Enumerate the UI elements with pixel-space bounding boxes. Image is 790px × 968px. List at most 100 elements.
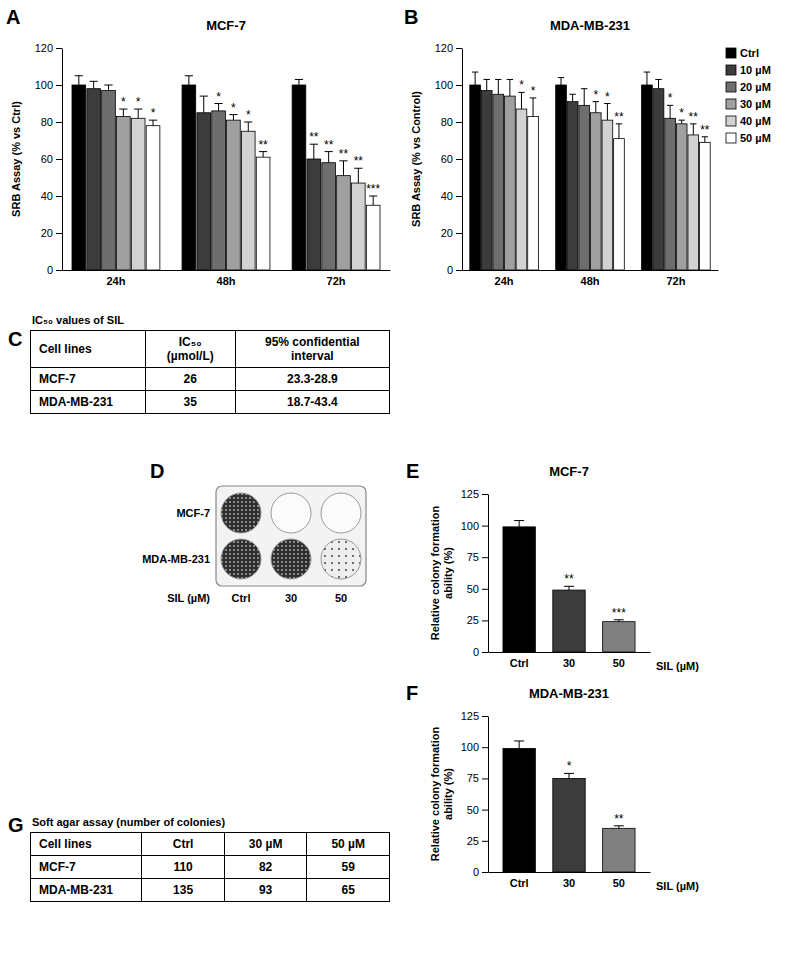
y-tick-label: 75: [467, 772, 479, 784]
y-tick-mark: [482, 589, 488, 590]
y-tick: 20: [41, 227, 62, 239]
y-tick: 100: [35, 79, 62, 91]
error-bar-cap: [472, 72, 478, 73]
y-tick: 20: [441, 227, 462, 239]
table-cell: 23.3-28.9: [235, 368, 389, 391]
panel-letter: E: [406, 460, 419, 482]
x-tick-label: 72h: [666, 275, 685, 287]
error-bar: [618, 124, 619, 139]
error-bar: [358, 168, 359, 183]
error-bar: [108, 85, 109, 91]
table-header-row: Cell linesIC₅₀ (µmol/L)95% confidential …: [31, 331, 390, 368]
y-tick-mark: [482, 778, 488, 779]
y-axis-line: [462, 49, 463, 271]
x-tick: Ctrl: [510, 657, 529, 669]
y-axis-line: [62, 49, 63, 271]
y-tick-mark: [56, 233, 62, 234]
plate-row-label: MCF-7: [176, 507, 210, 519]
bar: [602, 120, 613, 270]
error-bar: [123, 109, 124, 116]
table-cell: MCF-7: [31, 368, 146, 391]
y-tick-mark: [56, 196, 62, 197]
bar: [556, 85, 567, 270]
y-tick: 120: [35, 42, 62, 54]
table-cell: 82: [224, 856, 307, 879]
y-tick-label: 125: [461, 710, 479, 722]
y-tick-label: 50: [467, 804, 479, 816]
y-tick: 0: [473, 646, 488, 658]
table: Cell linesIC₅₀ (µmol/L)95% confidential …: [30, 330, 390, 414]
bar: [182, 85, 196, 270]
y-tick: 75: [467, 772, 488, 784]
error-bar: [475, 72, 476, 85]
x-axis-line: [489, 652, 651, 653]
legend-swatch: [726, 99, 736, 109]
panel-letter: F: [406, 682, 418, 704]
error-bar: [670, 105, 671, 118]
y-tick-label: 100: [461, 741, 479, 753]
error-bar: [343, 161, 344, 176]
figure-root: ABCDEFG*******************02040608010012…: [0, 0, 790, 968]
legend-label: Ctrl: [740, 47, 759, 59]
y-tick-label: 120: [35, 42, 53, 54]
y-tick-mark: [456, 196, 462, 197]
x-tick: 48h: [581, 275, 600, 287]
table-body: MCF-72623.3-28.9MDA-MB-2313518.7-43.4: [31, 368, 390, 414]
y-axis-title: SRB Assay (% vs Ctrl): [10, 101, 22, 217]
significance-label: *: [246, 108, 251, 122]
error-bar: [248, 122, 249, 131]
y-axis: 0255075100125: [461, 710, 489, 878]
table-row: MCF-72623.3-28.9: [31, 368, 390, 391]
y-tick: 0: [47, 264, 62, 276]
panel-letter: B: [404, 6, 418, 28]
bar: [212, 111, 226, 270]
well: [221, 493, 261, 533]
y-tick-mark: [56, 48, 62, 49]
y-axis-title: SRB Assay (% vs Control): [410, 91, 422, 227]
significance-label: **: [339, 147, 349, 161]
chart-title: MDA-MB-231: [550, 18, 630, 33]
plate-column-label: 30: [285, 592, 297, 604]
y-axis: 0255075100125: [461, 488, 489, 658]
table-row: MDA-MB-2311359365: [31, 879, 390, 902]
bar: [503, 748, 535, 872]
error-bar: [509, 79, 510, 96]
y-tick: 100: [461, 741, 488, 753]
x-tick-label: 30: [563, 657, 575, 669]
error-bar: [498, 79, 499, 94]
significance-label: *: [605, 90, 610, 104]
error-bar: [607, 104, 608, 121]
y-tick-label: 0: [447, 264, 453, 276]
table-header: IC₅₀ (µmol/L): [145, 331, 235, 368]
y-tick-label: 40: [41, 190, 53, 202]
table-header: 30 µM: [224, 833, 307, 856]
plate-panel: MCF-7MDA-MB-231SIL (µM)Ctrl3050: [142, 486, 366, 604]
table-caption: IC₅₀ values of SIL: [32, 314, 390, 326]
x-tick: 30: [563, 657, 575, 669]
well: [321, 493, 361, 533]
y-tick-mark: [456, 159, 462, 160]
bar: [503, 527, 535, 652]
legend-label: 10 µM: [740, 64, 771, 76]
y-tick: 50: [467, 804, 488, 816]
bar: [256, 157, 270, 270]
y-tick-mark: [456, 85, 462, 86]
bar: [470, 85, 481, 270]
bar: [603, 828, 635, 872]
significance-label: *: [231, 101, 236, 115]
y-tick: 40: [441, 190, 462, 202]
y-tick-label: 0: [473, 646, 479, 658]
x-axis: Ctrl3050: [489, 653, 651, 669]
error-bar-cap: [495, 79, 501, 80]
chart-title: MCF-7: [549, 464, 589, 479]
significance-label: *: [136, 95, 141, 109]
y-tick-label: 80: [441, 116, 453, 128]
table-caption: Soft agar assay (number of colonies): [32, 816, 390, 828]
x-tick-label: Ctrl: [510, 657, 529, 669]
y-axis-title: Relative colony formationability (%): [429, 726, 454, 861]
error-bar-cap: [185, 75, 193, 76]
y-tick: 120: [435, 42, 462, 54]
significance-label: **: [614, 812, 624, 826]
error-bar: [519, 741, 520, 748]
table-header: Cell lines: [31, 331, 146, 368]
